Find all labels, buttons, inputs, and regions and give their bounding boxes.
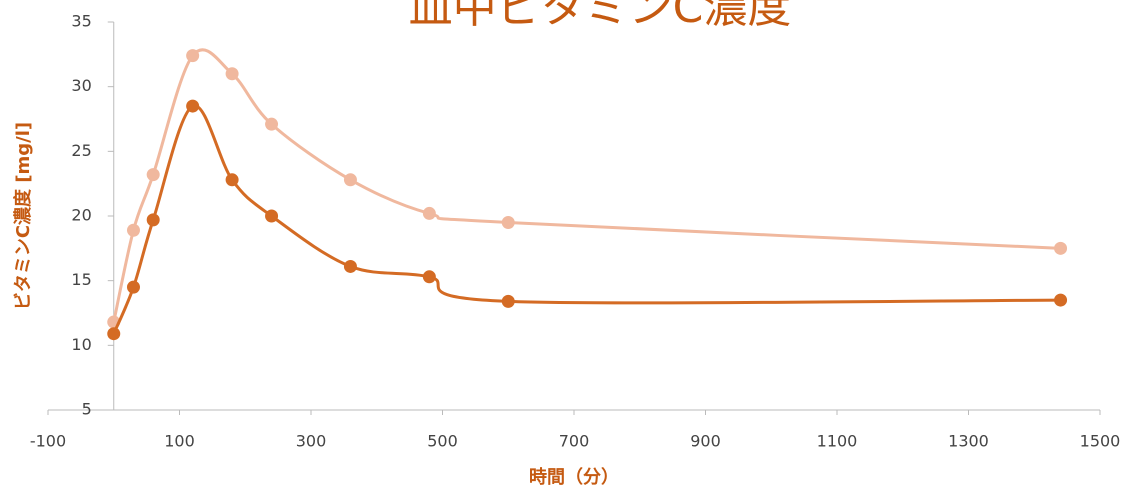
data-point [343, 173, 357, 187]
data-point [343, 259, 357, 273]
x-tick-label: 700 [559, 432, 590, 451]
data-point [265, 117, 279, 131]
x-tick-label: 300 [296, 432, 327, 451]
data-point [501, 294, 515, 308]
x-tick-label: 500 [427, 432, 458, 451]
x-tick-label: -100 [30, 432, 66, 451]
x-tick-label: 100 [164, 432, 195, 451]
y-tick-label: 5 [82, 400, 92, 419]
data-point [146, 213, 160, 227]
chart-title: 血中ビタミンC濃度 [409, 0, 792, 33]
x-tick-label: 1100 [817, 432, 858, 451]
data-point [1054, 241, 1068, 255]
series-line [112, 104, 1061, 335]
data-point [186, 49, 200, 63]
data-point [146, 168, 160, 182]
data-point [107, 327, 121, 341]
data-point [422, 270, 436, 284]
y-tick-label: 25 [71, 141, 91, 160]
x-tick-label: 900 [690, 432, 721, 451]
data-point [225, 67, 239, 81]
y-tick-label: 10 [71, 335, 91, 354]
data-point [265, 209, 279, 223]
y-tick-label: 20 [71, 206, 91, 225]
y-axis-label: ビタミンC濃度 [mg/l] [12, 122, 34, 310]
series-line [112, 48, 1061, 323]
data-point [422, 206, 436, 220]
x-axis-label: 時間（分） [529, 467, 619, 488]
data-point [501, 215, 515, 229]
data-point [186, 99, 200, 113]
data-point [225, 173, 239, 187]
y-tick-label: 35 [71, 12, 91, 31]
x-tick-label: 1500 [1080, 432, 1121, 451]
y-tick-label: 15 [71, 270, 91, 289]
x-tick-label: 1300 [948, 432, 989, 451]
data-point [126, 223, 140, 237]
data-point [1054, 293, 1068, 307]
y-tick-label: 30 [71, 76, 91, 95]
data-point [126, 280, 140, 294]
